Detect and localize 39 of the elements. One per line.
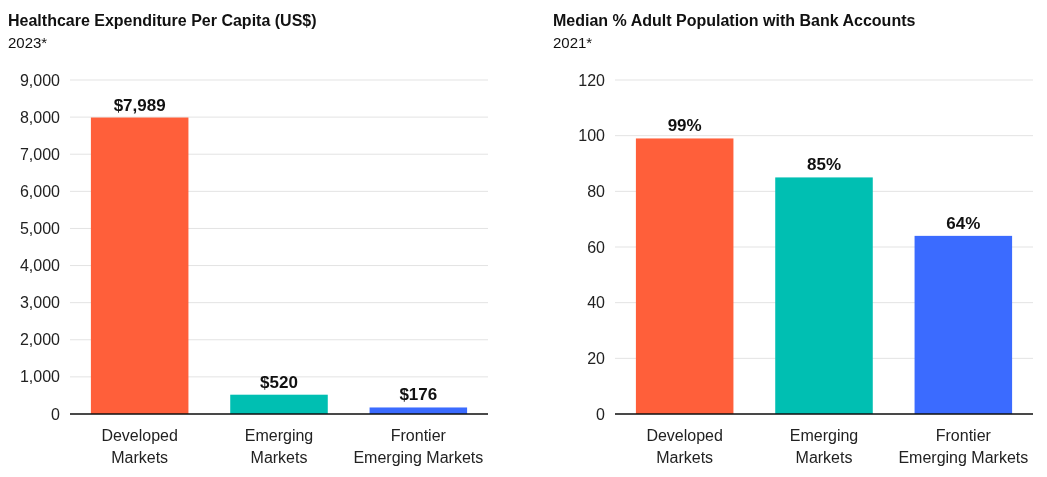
y-tick-label: 100 — [578, 127, 606, 145]
y-tick-label: 4,000 — [19, 257, 61, 275]
x-tick-label: Developed Markets — [646, 427, 723, 466]
data-label: $520 — [260, 372, 298, 392]
y-tick-label: 3,000 — [19, 294, 61, 312]
y-tick-label: 1,000 — [19, 368, 61, 386]
x-tick-label: Developed Markets — [101, 427, 178, 466]
y-tick-label: 6,000 — [19, 182, 61, 200]
chart-title: Median % Adult Population with Bank Accounts — [553, 12, 916, 29]
data-label: $7,989 — [113, 95, 166, 115]
x-tick-label: Frontier Emerging Markets — [353, 427, 484, 466]
x-tick-label: Emerging Markets — [789, 427, 859, 466]
bar — [775, 177, 873, 414]
chart-subtitle: 2023* — [8, 34, 48, 51]
y-tick-label: 60 — [587, 238, 606, 256]
data-label: $176 — [399, 385, 438, 405]
x-tick-label: Frontier Emerging Markets — [898, 427, 1029, 466]
data-label: 64% — [946, 213, 981, 233]
y-tick-label: 0 — [51, 405, 61, 423]
y-tick-label: 0 — [596, 405, 606, 423]
y-tick-label: 5,000 — [19, 220, 61, 238]
y-tick-label: 120 — [578, 71, 606, 89]
y-tick-label: 7,000 — [19, 145, 61, 163]
y-tick-label: 2,000 — [19, 331, 61, 349]
data-label: 85% — [806, 155, 842, 175]
y-tick-label: 80 — [587, 182, 606, 200]
data-label: 99% — [667, 116, 702, 136]
bar — [635, 138, 734, 414]
bar — [914, 235, 1013, 414]
y-tick-label: 40 — [587, 294, 606, 312]
chart-title: Healthcare Expenditure Per Capita (US$) — [8, 12, 317, 29]
y-tick-label: 20 — [587, 349, 606, 367]
y-tick-label: 9,000 — [19, 71, 61, 89]
bar — [90, 117, 189, 414]
x-tick-label: Emerging Markets — [244, 427, 314, 466]
y-tick-label: 8,000 — [19, 108, 61, 126]
chart-subtitle: 2021* — [553, 34, 593, 51]
bar — [230, 394, 328, 414]
bar — [369, 407, 468, 414]
